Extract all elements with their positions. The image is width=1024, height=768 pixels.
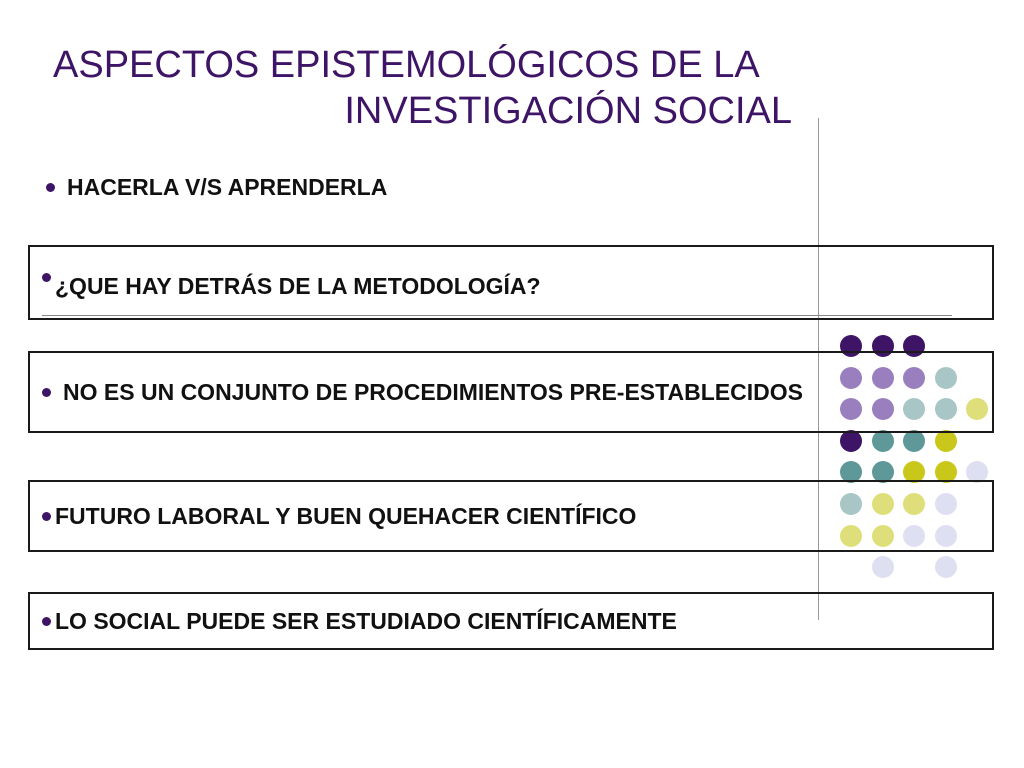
statement-box-4: LO SOCIAL PUEDE SER ESTUDIADO CIENTÍFICA…: [28, 592, 994, 650]
decorative-dot: [903, 429, 925, 452]
statement-text: NO ES UN CONJUNTO DE PROCEDIMIENTOS PRE-…: [63, 378, 803, 405]
decorative-dot: [934, 556, 957, 579]
vertical-divider-line: [818, 118, 819, 620]
bullet-icon: [42, 616, 51, 626]
bullet-icon: [42, 273, 51, 282]
statement-text: FUTURO LABORAL Y BUEN QUEHACER CIENTÍFIC…: [55, 502, 637, 529]
statement-text: ¿QUE HAY DETRÁS DE LA METODOLOGÍA?: [55, 273, 541, 299]
bullet-icon: [42, 387, 51, 397]
statement-box-3: FUTURO LABORAL Y BUEN QUEHACER CIENTÍFIC…: [28, 480, 994, 552]
decorative-dot: [871, 429, 894, 452]
intro-bullet: HACERLA V/S APRENDERLA: [46, 174, 387, 201]
title-line-1: ASPECTOS EPISTEMOLÓGICOS DE LA: [53, 44, 760, 86]
decorative-dot: [934, 429, 957, 452]
underline-rule: [42, 315, 952, 316]
bullet-icon: [46, 183, 55, 192]
slide-title: ASPECTOS EPISTEMOLÓGICOS DE LA INVESTIGA…: [40, 42, 792, 134]
decorative-dot: [871, 556, 894, 579]
intro-text: HACERLA V/S APRENDERLA: [67, 174, 388, 200]
title-line-2: INVESTIGACIÓN SOCIAL: [344, 90, 792, 132]
statement-text: LO SOCIAL PUEDE SER ESTUDIADO CIENTÍFICA…: [55, 607, 677, 634]
statement-box-2: NO ES UN CONJUNTO DE PROCEDIMIENTOS PRE-…: [28, 351, 994, 433]
statement-box-1: ¿QUE HAY DETRÁS DE LA METODOLOGÍA?: [28, 245, 994, 320]
bullet-icon: [42, 511, 51, 521]
decorative-dot: [840, 429, 862, 452]
